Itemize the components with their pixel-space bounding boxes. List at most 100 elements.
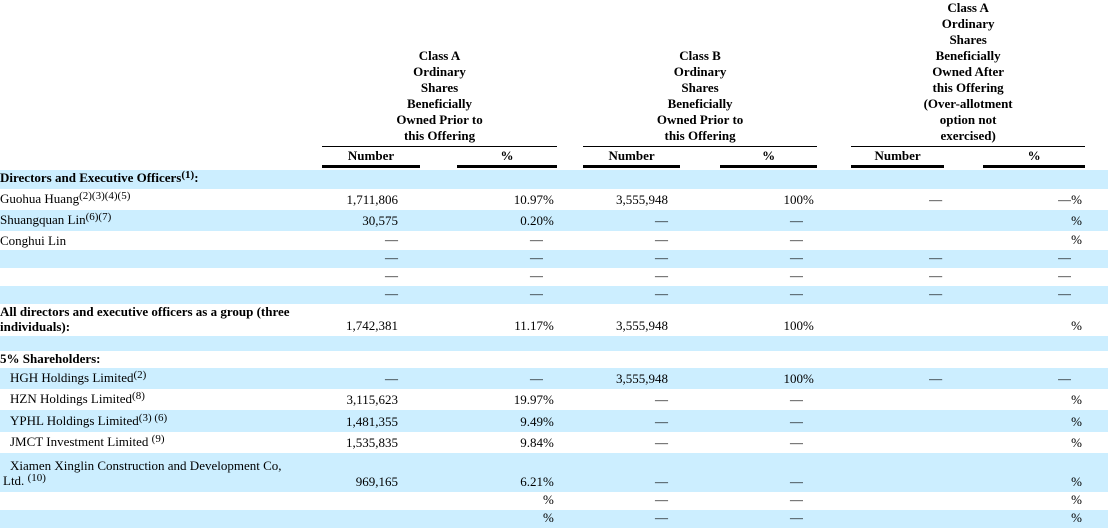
group-header-class-b-prior: Class B Ordinary Shares Beneficially Own… (583, 0, 818, 147)
cell-gap (557, 368, 583, 389)
cell-gap (420, 268, 457, 286)
cell-value: 1,711,806 (346, 191, 398, 207)
cell-gap (557, 410, 583, 432)
cell-gap (680, 368, 720, 389)
cell-value: — (655, 413, 669, 429)
cell-value (720, 336, 803, 351)
cell-gap (680, 492, 720, 510)
cell-value (803, 268, 817, 286)
row-label (0, 250, 322, 268)
cell-gap (557, 231, 583, 250)
cell-gap (1085, 304, 1108, 336)
group-header-class-a-prior: Class A Ordinary Shares Beneficially Own… (322, 0, 558, 147)
cell-gap (944, 210, 983, 231)
row-label (0, 336, 322, 351)
row-label: Directors and Executive Officers(1): (0, 169, 199, 185)
cell-gap (557, 351, 583, 368)
cell-value (851, 432, 944, 453)
table-row: YPHL Holdings Limited(3) (6) 1,481,355 9.4… (0, 409, 1108, 432)
cell-value: — (1058, 267, 1072, 283)
cell-gap (944, 189, 983, 210)
cell-value: — (1058, 285, 1072, 301)
cell-gap (1085, 210, 1108, 231)
footnote-superscript: (3) (6) (138, 411, 168, 424)
row-label (0, 492, 322, 510)
cell-gap (944, 453, 983, 492)
cell-value: — (929, 370, 943, 386)
cell-value (851, 351, 944, 368)
cell-value: % (803, 317, 814, 333)
cell-value: % (543, 509, 554, 525)
cell-gap (680, 432, 720, 453)
cell-gap (1085, 351, 1108, 368)
cell-value (803, 410, 817, 432)
cell-value: — (790, 391, 804, 407)
cell-gap (817, 250, 851, 268)
cell-value: — (1058, 191, 1072, 207)
table-row (0, 335, 1108, 351)
cell-value (543, 336, 557, 351)
cell-gap (944, 351, 983, 368)
cell-gap (557, 453, 583, 492)
cell-value: — (655, 212, 669, 228)
row-label (0, 268, 322, 286)
cell-gap (680, 189, 720, 210)
cell-gap (944, 432, 983, 453)
cell-value: — (655, 473, 669, 489)
cell-value: — (385, 285, 398, 301)
cell-gap (1085, 189, 1108, 210)
cell-value: — (385, 231, 398, 247)
cell-gap (680, 336, 720, 351)
table-row: Shuangquan Lin(6)(7) 30,575 0.20% — —% (0, 209, 1108, 231)
table-row: All directors and executive officers as … (0, 304, 1108, 336)
cell-value: 1,481,355 (346, 413, 398, 429)
cell-value: — (655, 391, 669, 407)
cell-value (803, 250, 817, 268)
cell-value (583, 351, 680, 368)
cell-value (983, 170, 1071, 189)
cell-value: 10.97 (513, 191, 543, 207)
cell-value (583, 336, 680, 351)
cell-value (543, 250, 557, 268)
row-label: YPHL Holdings Limited(3) (6) (10, 411, 168, 428)
cell-gap (557, 510, 583, 528)
cell-gap (420, 250, 457, 268)
cell-value (803, 336, 817, 351)
cell-value (322, 510, 420, 528)
cell-gap (680, 453, 720, 492)
table-row: — — — — — — (0, 268, 1108, 286)
footnote-superscript: (8) (132, 389, 145, 402)
cell-value: — (929, 285, 943, 301)
footnote-superscript: (9) (151, 432, 165, 445)
col-header-number-2: Number (583, 146, 681, 168)
cell-gap (817, 510, 851, 528)
cell-value (457, 336, 543, 351)
cell-value: % (543, 391, 554, 407)
cell-value: — (530, 370, 543, 386)
cell-gap (420, 510, 457, 528)
cell-gap (557, 304, 583, 336)
row-label: Conghui Lin (0, 232, 67, 248)
cell-value (851, 231, 944, 250)
table-row: JMCT Investment Limited (9) 1,535,835 9.84… (0, 432, 1108, 453)
header-spacer (0, 147, 322, 167)
cell-gap (680, 286, 720, 304)
cell-value: 969,165 (355, 473, 398, 489)
cell-value: % (543, 413, 554, 429)
cell-value (983, 351, 1071, 368)
cell-value: 100 (783, 317, 804, 333)
cell-value (851, 389, 944, 410)
cell-value (1071, 170, 1085, 189)
col-header-number-1: Number (322, 146, 420, 168)
cell-value: — (1058, 249, 1072, 265)
cell-value (851, 210, 944, 231)
cell-value: 11.17 (514, 317, 543, 333)
cell-value: — (530, 231, 543, 247)
cell-gap (420, 389, 457, 410)
cell-value (543, 268, 557, 286)
cell-gap (944, 410, 983, 432)
cell-value: — (790, 509, 804, 525)
cell-value: % (1071, 491, 1082, 507)
cell-value: — (655, 434, 669, 450)
